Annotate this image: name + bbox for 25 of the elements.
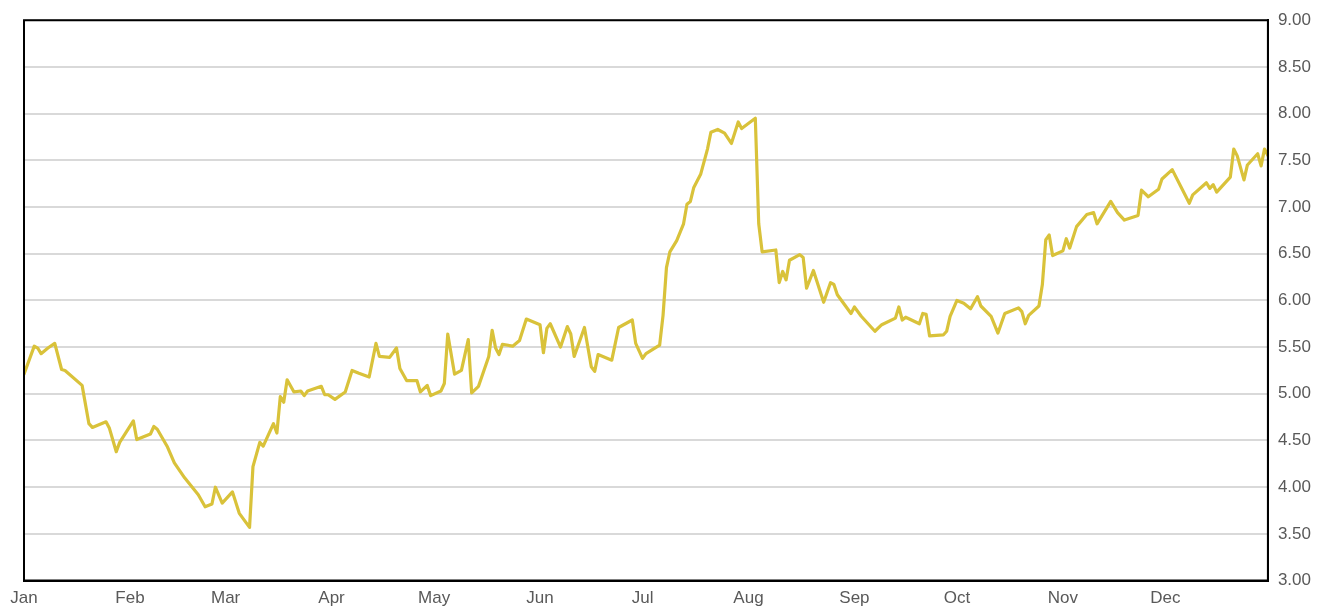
y-tick-label: 8.50 <box>1277 56 1312 76</box>
x-tick-label: Jan <box>10 588 38 608</box>
y-tick-label: 8.00 <box>1277 103 1312 123</box>
y-tick-label: 7.50 <box>1277 149 1312 169</box>
x-tick-label: Jul <box>631 588 654 608</box>
x-tick-label: Jun <box>526 588 554 608</box>
y-tick-label: 6.50 <box>1277 243 1312 263</box>
x-tick-label: Dec <box>1150 588 1182 608</box>
x-tick-label: Aug <box>733 588 764 608</box>
y-tick-label: 5.00 <box>1277 383 1312 403</box>
x-tick-label: Mar <box>210 588 241 608</box>
x-tick-label: Apr <box>318 588 346 608</box>
y-tick-label: 4.00 <box>1277 476 1312 496</box>
x-tick-label: Oct <box>943 588 971 608</box>
x-tick-label: May <box>418 588 451 608</box>
y-tick-label: 7.00 <box>1277 196 1312 216</box>
y-tick-label: 6.00 <box>1277 290 1312 310</box>
y-tick-label: 3.50 <box>1277 523 1312 543</box>
y-tick-label: 5.50 <box>1277 336 1312 356</box>
x-tick-label: Sep <box>839 588 870 608</box>
y-tick-label: 4.50 <box>1277 430 1312 450</box>
y-tick-label: 3.00 <box>1277 570 1312 590</box>
y-tick-label: 9.00 <box>1277 9 1312 29</box>
x-tick-label: Nov <box>1047 588 1079 608</box>
x-tick-label: Feb <box>115 588 145 608</box>
